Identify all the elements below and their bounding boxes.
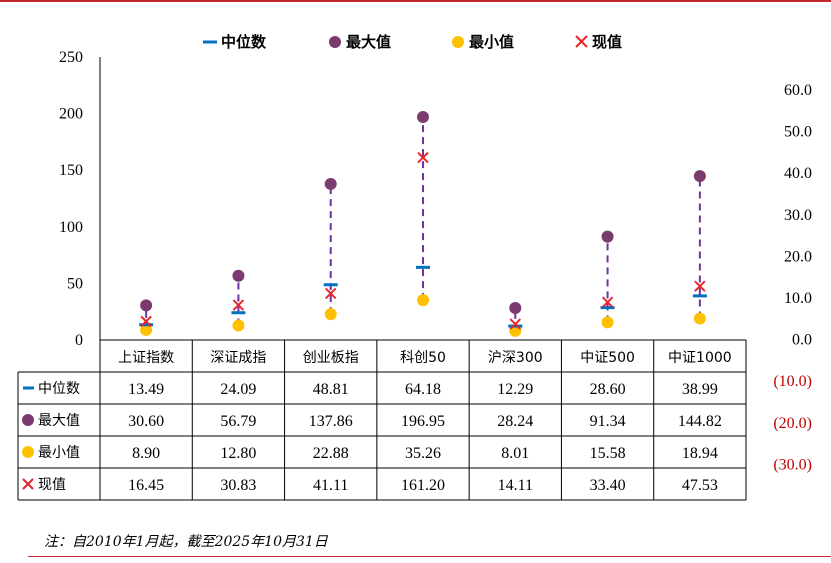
legend-marker-max [329,36,341,48]
y-tick-label: 250 [59,49,83,66]
max-point [324,177,337,190]
table-cell: 161.20 [401,477,445,494]
legend-label: 现值 [592,33,622,51]
legend-label: 最大值 [346,33,391,51]
table-cell: 22.88 [313,445,349,462]
category-label: 沪深300 [488,350,543,366]
table-cell: 64.18 [405,381,441,398]
max-point [693,170,706,183]
table-cell: 12.29 [497,381,533,398]
category-label: 创业板指 [303,350,359,366]
table-cell: 144.82 [678,413,722,430]
table-cell: 47.53 [682,477,718,494]
row-label: 现值 [38,477,66,493]
table-cell: 56.79 [220,413,256,430]
table-cell: 8.01 [501,445,529,462]
category-label: 上证指数 [118,350,174,366]
max-point [509,302,522,315]
max-point [140,299,153,312]
table-cell: 33.40 [590,477,626,494]
current-mark [417,151,429,164]
legend-marker-current [575,35,588,48]
table-cell: 28.24 [497,413,533,430]
min-point [324,308,337,321]
table-cell: 14.11 [498,477,533,494]
min-point [601,316,614,329]
category-label: 中证500 [580,350,635,366]
table-cell: 30.60 [128,413,164,430]
table-cell: 35.26 [405,445,441,462]
table-cell: 38.99 [682,381,718,398]
current-mark [509,318,521,330]
legend-label: 最小值 [469,33,514,51]
row-marker-max [22,414,34,426]
y2-tick-label: 30.0 [784,207,812,224]
table-cell: 8.90 [132,445,160,462]
legend-label: 中位数 [221,33,267,51]
y2-tick-label: (20.0) [773,415,812,432]
row-label: 最小值 [38,445,80,461]
y-tick-label: 100 [59,219,83,236]
min-point [232,319,245,332]
legend-marker-min [452,36,464,48]
top-border [0,0,831,2]
current-mark [140,315,152,328]
current-mark [325,287,337,300]
max-point [601,230,614,243]
table-cell: 48.81 [313,381,349,398]
current-mark [601,296,614,308]
table-cell: 41.11 [313,477,348,494]
y2-tick-label: 20.0 [784,248,812,265]
min-point [140,323,153,336]
max-point [417,111,429,124]
current-mark [232,299,245,311]
table-cell: 12.80 [220,445,256,462]
min-point [417,294,429,307]
max-point [232,269,245,282]
y2-tick-label: 0.0 [792,332,812,349]
y2-tick-label: 50.0 [784,124,812,141]
y2-tick-label: 10.0 [784,290,812,307]
bottom-border [28,556,831,557]
category-label: 深证成指 [210,350,266,366]
y2-tick-label: (30.0) [773,456,812,473]
table-cell: 16.45 [128,477,164,494]
table-cell: 15.58 [590,445,626,462]
row-marker-min [22,446,34,458]
current-mark [694,280,706,292]
category-label: 科创50 [400,350,446,366]
y2-tick-label: 60.0 [784,82,812,99]
table-cell: 30.83 [220,477,256,494]
table-cell: 24.09 [220,381,256,398]
table-cell: 137.86 [309,413,353,430]
table-cell: 13.49 [128,381,164,398]
min-point [693,312,706,325]
y2-tick-label: (10.0) [773,373,812,390]
row-label: 中位数 [38,381,80,397]
y-tick-label: 0 [75,332,83,349]
table-cell: 18.94 [682,445,718,462]
table-cell: 196.95 [401,413,445,430]
footnote: 注：自2010年1月起，截至2025年10月31日 [44,534,328,550]
row-marker-current [22,478,34,490]
row-label: 最大值 [38,413,80,429]
category-label: 中证1000 [668,350,732,366]
table-cell: 28.60 [590,381,626,398]
y-tick-label: 150 [59,162,83,179]
y2-tick-label: 40.0 [784,165,812,182]
table-cell: 91.34 [590,413,626,430]
y-tick-label: 50 [67,275,83,292]
y-tick-label: 200 [59,106,83,123]
